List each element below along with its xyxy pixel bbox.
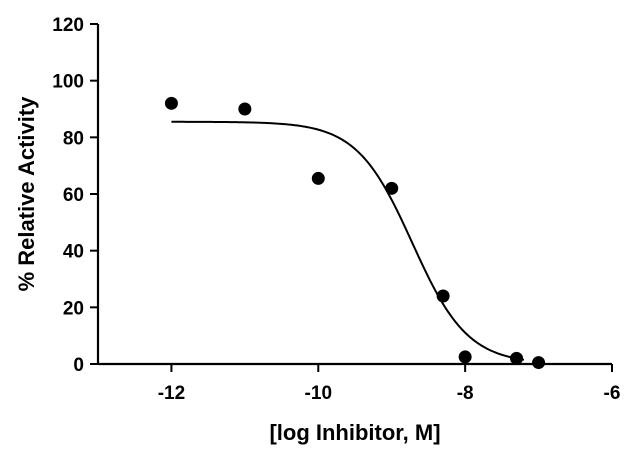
data-point	[436, 289, 450, 303]
y-axis-title: % Relative Activity	[14, 96, 39, 292]
y-tick-label: 20	[63, 298, 84, 319]
x-tick-label: -10	[305, 383, 332, 404]
data-point	[458, 350, 472, 364]
x-axis-ticks: -12 -10 -8 -6	[158, 364, 621, 404]
y-tick-label: 40	[63, 242, 84, 263]
axes	[96, 24, 612, 366]
y-tick-label: 60	[63, 185, 84, 206]
data-point	[238, 102, 252, 116]
y-tick-label: 100	[52, 72, 84, 93]
data-point	[385, 181, 399, 195]
y-tick-label: 0	[73, 355, 84, 376]
y-tick-label: 80	[63, 128, 84, 149]
x-tick-label: -8	[457, 383, 474, 404]
x-tick-label: -6	[604, 383, 621, 404]
y-axis-ticks: 0 20 40 60 80 100 120	[52, 15, 98, 376]
data-point	[311, 171, 325, 185]
data-points	[164, 96, 546, 370]
data-point	[532, 356, 546, 370]
data-point	[510, 351, 524, 365]
fit-curve	[171, 120, 525, 361]
data-point	[164, 96, 178, 110]
x-axis-title: [log Inhibitor, M]	[269, 420, 440, 445]
y-tick-label: 120	[52, 15, 84, 36]
x-tick-label: -12	[158, 383, 185, 404]
